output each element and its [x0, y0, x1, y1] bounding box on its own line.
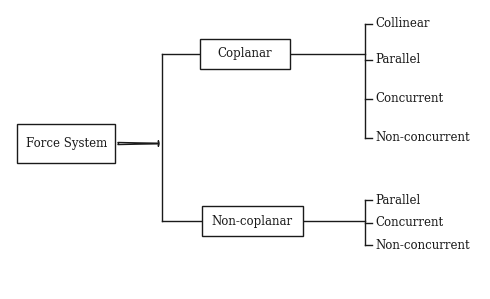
Text: Coplanar: Coplanar: [218, 47, 272, 60]
Bar: [17, 124, 115, 163]
Text: Concurrent: Concurrent: [376, 216, 444, 229]
Text: Parallel: Parallel: [376, 194, 421, 207]
Text: Concurrent: Concurrent: [376, 92, 444, 105]
Text: Non-concurrent: Non-concurrent: [376, 131, 470, 144]
Text: Non-concurrent: Non-concurrent: [376, 239, 470, 252]
Text: Force System: Force System: [25, 137, 107, 150]
Bar: [200, 39, 290, 69]
Text: Collinear: Collinear: [376, 17, 430, 30]
Text: Parallel: Parallel: [376, 53, 421, 66]
Bar: [202, 206, 303, 236]
Text: Non-coplanar: Non-coplanar: [212, 215, 293, 228]
